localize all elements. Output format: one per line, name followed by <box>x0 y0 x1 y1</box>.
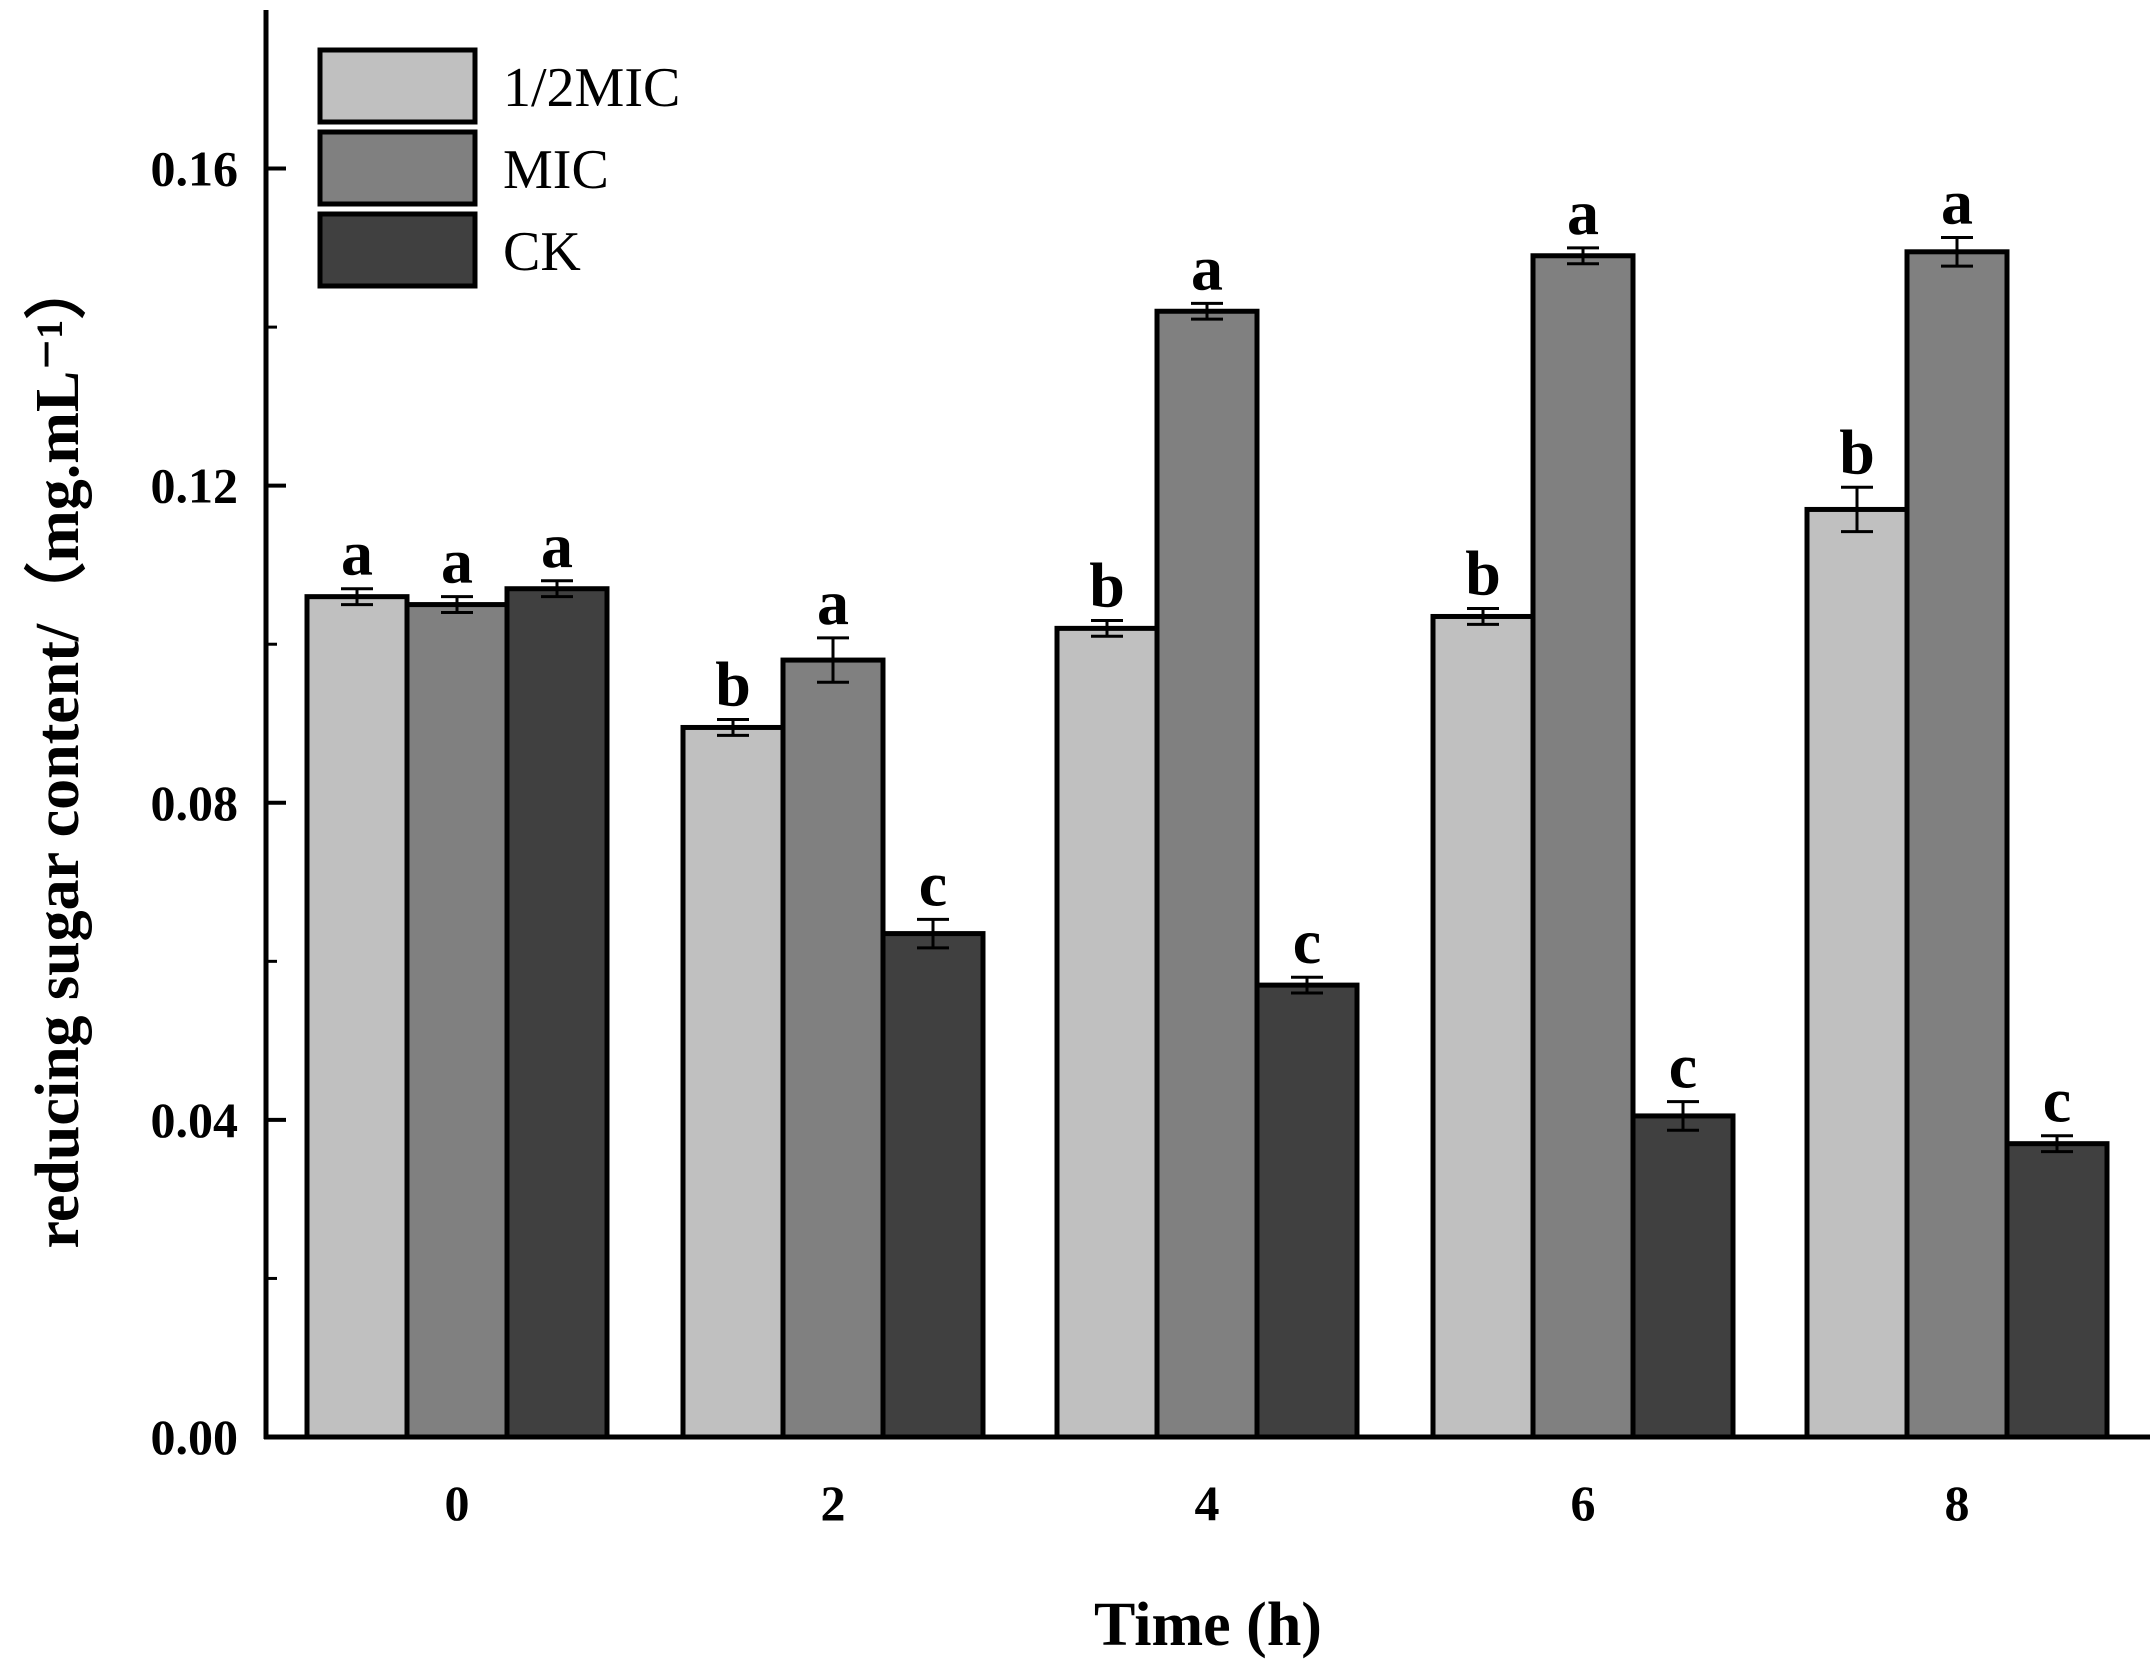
x-axis-title: Time (h) <box>1094 1591 1322 1659</box>
bar-1/2MIC-t0 <box>304 594 410 1440</box>
significance-label-MIC-t8: a <box>1941 167 1973 238</box>
x-tick-label-0: 0 <box>445 1475 470 1531</box>
bar-MIC-t8 <box>1904 249 2010 1440</box>
legend: 1/2MIC MIC CK <box>317 47 680 289</box>
y-tick-label-0.04: 0.04 <box>151 1092 239 1148</box>
bar-1/2MIC-t8 <box>1804 506 1910 1440</box>
legend-swatch-1/2MIC <box>317 47 478 125</box>
bar-MIC-t2 <box>780 657 886 1440</box>
legend-swatch-MIC <box>317 129 478 207</box>
y-axis-title: reducing sugar content/（mg.mL⁻¹） <box>22 257 92 1248</box>
significance-label-MIC-t0: a <box>441 526 473 597</box>
significance-label-MIC-t2: a <box>817 567 849 638</box>
x-tick-label-2: 2 <box>821 1475 846 1531</box>
significance-label-MIC-t4: a <box>1191 232 1223 303</box>
significance-label-1/2MIC-t0: a <box>341 518 373 589</box>
x-tick-label-4: 4 <box>1195 1475 1220 1531</box>
y-tick-label-0.16: 0.16 <box>151 141 239 197</box>
bar-CK-t8 <box>2004 1141 2110 1440</box>
bar-1/2MIC-t2 <box>680 724 786 1440</box>
bar-MIC-t4 <box>1154 308 1260 1440</box>
bar-MIC-t6 <box>1530 253 1636 1440</box>
legend-label-MIC: MIC <box>503 139 609 201</box>
axes-layer: 0.00 0.04 0.08 0.12 0.16 0 2 4 6 8 Time (h) reducin… <box>22 10 2150 1659</box>
y-tick-label-0.00: 0.00 <box>151 1409 239 1465</box>
significance-label-1/2MIC-t6: b <box>1465 538 1501 609</box>
significance-label-CK-t0: a <box>541 510 573 581</box>
significance-label-1/2MIC-t2: b <box>715 649 751 720</box>
bar-CK-t0 <box>504 586 610 1440</box>
bar-CK-t2 <box>880 931 986 1440</box>
x-tick-label-6: 6 <box>1571 1475 1596 1531</box>
significance-label-MIC-t6: a <box>1567 177 1599 248</box>
legend-label-CK: CK <box>503 221 581 283</box>
significance-label-CK-t6: c <box>1669 1031 1697 1102</box>
significance-label-1/2MIC-t4: b <box>1089 549 1125 620</box>
bar-1/2MIC-t4 <box>1054 625 1160 1440</box>
bars-layer <box>304 249 2110 1440</box>
legend-swatch-CK <box>317 211 478 289</box>
legend-label-1/2MIC: 1/2MIC <box>503 57 680 119</box>
x-tick-label-8: 8 <box>1945 1475 1970 1531</box>
error-bars-layer <box>341 236 2073 1154</box>
bar-1/2MIC-t6 <box>1430 613 1536 1440</box>
significance-label-1/2MIC-t8: b <box>1839 416 1875 487</box>
y-tick-label-0.12: 0.12 <box>151 458 239 514</box>
significance-label-CK-t2: c <box>919 848 947 919</box>
bar-MIC-t0 <box>404 602 510 1440</box>
y-tick-label-0.08: 0.08 <box>151 775 239 831</box>
significance-label-CK-t4: c <box>1293 906 1321 977</box>
bar-CK-t6 <box>1630 1113 1736 1440</box>
significance-label-CK-t8: c <box>2043 1065 2071 1136</box>
bar-CK-t4 <box>1254 982 1360 1440</box>
